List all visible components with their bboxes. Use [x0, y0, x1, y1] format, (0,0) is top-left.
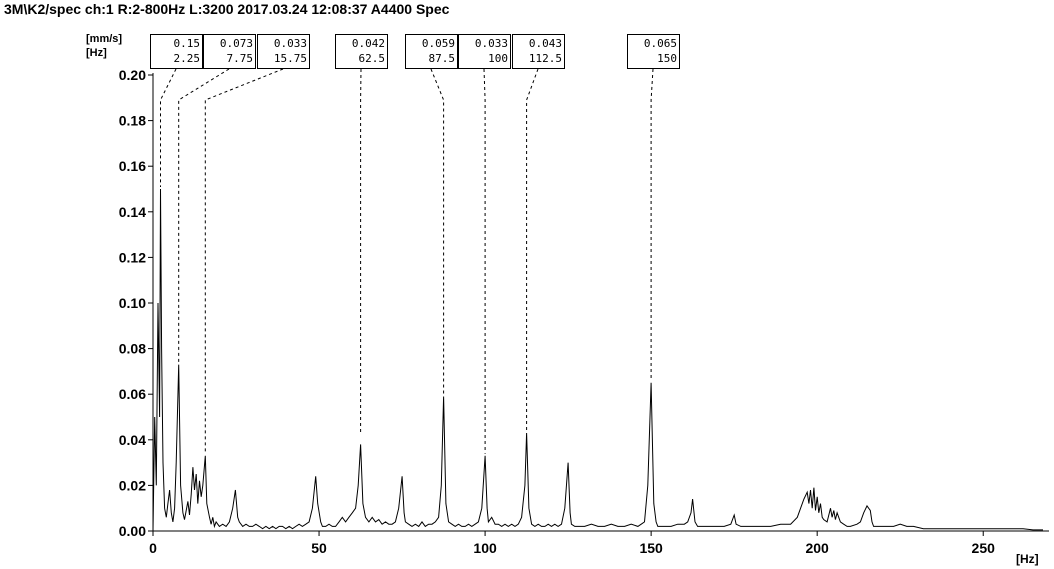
peak-amplitude: 0.033 — [475, 37, 508, 50]
peak-box-frame — [405, 34, 458, 69]
x-tick-label: 250 — [972, 540, 996, 556]
peak-leader-line — [650, 68, 654, 381]
peak-amplitude: 0.065 — [644, 37, 677, 50]
y-tick-label: 0.06 — [119, 386, 146, 402]
spectrum-trace — [152, 188, 1043, 532]
peak-frequency: 62.5 — [359, 52, 386, 65]
peak-marker-box: 0.15 2.25 — [150, 34, 203, 69]
peak-box-frame — [627, 34, 680, 69]
peak-leader-line — [483, 68, 486, 454]
y-unit-label: [mm/s] — [86, 33, 123, 45]
peak-box-frame — [335, 34, 388, 69]
peak-leader-line — [178, 68, 230, 363]
peak-marker-box: 0.033 15.75 — [257, 34, 310, 69]
peak-frequency: 7.75 — [227, 52, 254, 65]
peak-marker-box: 0.059 87.5 — [405, 34, 458, 69]
peak-frequency: 150 — [657, 52, 677, 65]
peak-frequency: 15.75 — [274, 52, 307, 65]
y-tick-label: 0.04 — [119, 432, 146, 448]
peak-leader-lines — [160, 68, 654, 454]
y-tick-label: 0.00 — [119, 523, 146, 539]
peak-frequency: 112.5 — [529, 52, 562, 65]
x-tick-label: 200 — [805, 540, 829, 556]
peak-leader-line — [160, 68, 177, 187]
peak-box-frame — [512, 34, 565, 69]
peak-box-frame — [257, 34, 310, 69]
x-unit-label-header: [Hz] — [86, 47, 107, 59]
peak-marker-box: 0.065 150 — [627, 34, 680, 69]
peak-box-frame — [203, 34, 256, 69]
chart-axes: 0.00 0.02 0.04 0.06 0.08 0.10 0.12 0.14 0.16 0.18… — [119, 67, 1049, 556]
x-axis-unit-label: [Hz] — [1016, 552, 1039, 566]
y-tick-label: 0.10 — [119, 295, 146, 311]
y-tick-label: 0.18 — [119, 113, 146, 129]
peak-frequency: 100 — [488, 52, 508, 65]
x-tick-label: 50 — [311, 540, 327, 556]
peak-amplitude: 0.033 — [274, 37, 307, 50]
peak-leader-line — [526, 68, 539, 431]
peak-leader-line — [430, 68, 445, 395]
peak-marker-box: 0.033 100 — [458, 34, 511, 69]
peak-box-frame — [150, 34, 203, 69]
peak-leader-line — [204, 68, 284, 454]
x-tick-label: 150 — [639, 540, 663, 556]
peak-frequency: 87.5 — [429, 52, 456, 65]
peak-amplitude: 0.043 — [529, 37, 562, 50]
peak-amplitude: 0.042 — [352, 37, 385, 50]
y-tick-label: 0.02 — [119, 477, 146, 493]
peak-marker-boxes: 0.15 2.25 0.073 7.75 0.033 15.75 0.042 62.5 0.05… — [150, 34, 680, 69]
x-tick-label: 100 — [473, 540, 497, 556]
y-tick-label: 0.16 — [119, 158, 146, 174]
peak-marker-box: 0.073 7.75 — [203, 34, 256, 69]
y-tick-label: 0.08 — [119, 341, 146, 357]
y-tick-label: 0.20 — [119, 67, 146, 83]
peak-marker-box: 0.042 62.5 — [335, 34, 388, 69]
peak-amplitude: 0.073 — [220, 37, 253, 50]
peak-frequency: 2.25 — [174, 52, 201, 65]
chart-title: 3M\K2/spec ch:1 R:2-800Hz L:3200 2017.03… — [4, 1, 450, 17]
peak-amplitude: 0.059 — [422, 37, 455, 50]
peak-amplitude: 0.15 — [174, 37, 201, 50]
y-tick-label: 0.12 — [119, 249, 146, 265]
peak-box-frame — [458, 34, 511, 69]
peak-marker-box: 0.043 112.5 — [512, 34, 565, 69]
y-tick-label: 0.14 — [119, 204, 146, 220]
x-tick-label: 0 — [149, 540, 157, 556]
